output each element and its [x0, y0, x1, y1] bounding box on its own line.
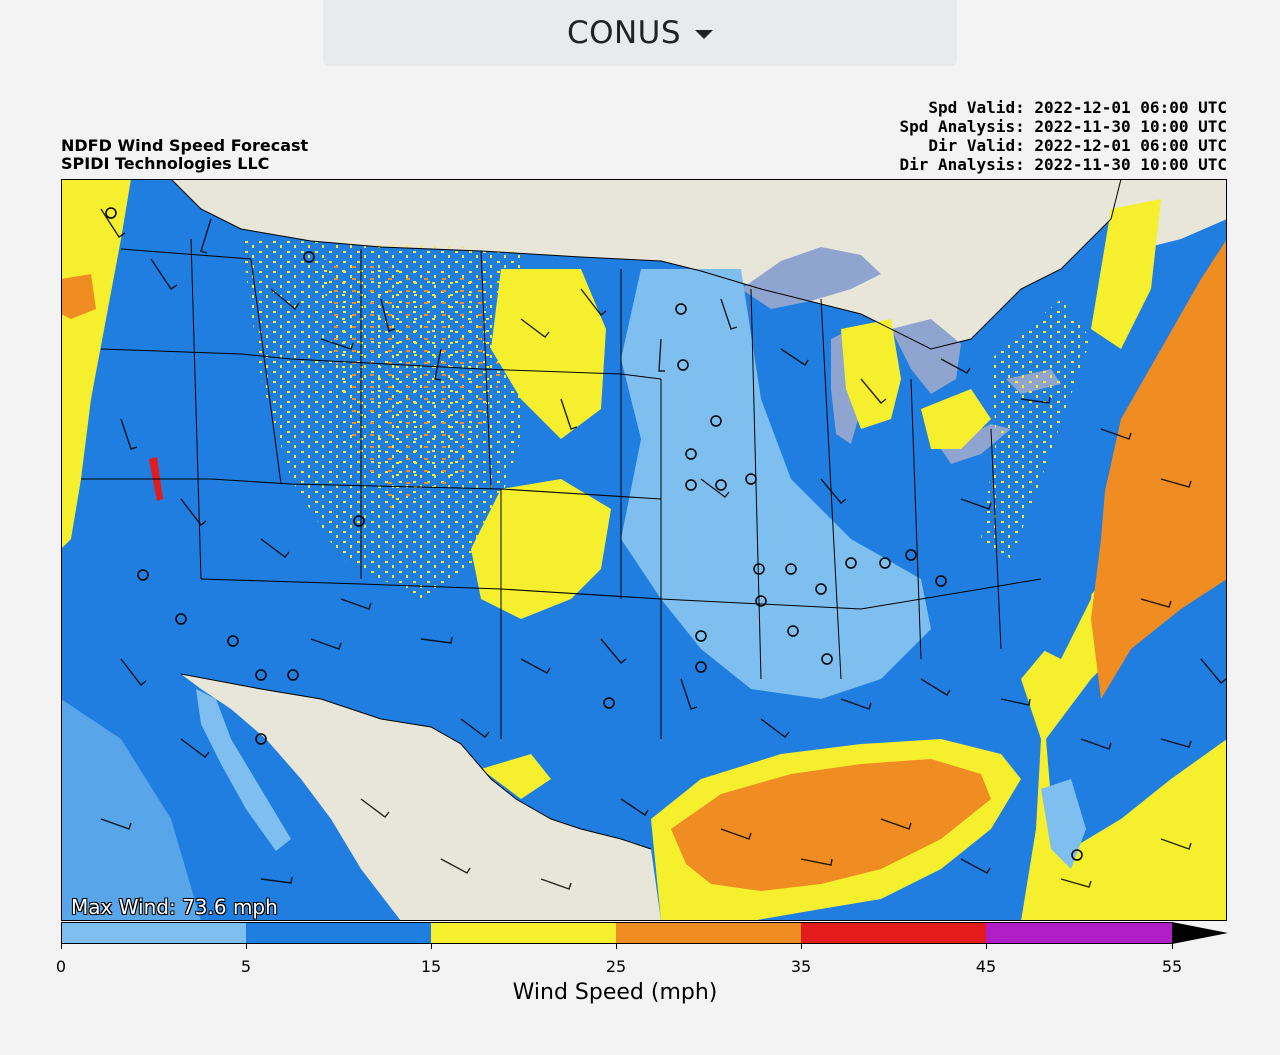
- colorbar-tick-label: 55: [1161, 957, 1183, 976]
- colorbar-bin-5-15: [246, 922, 431, 944]
- colorbar-extend-arrow: [1172, 922, 1228, 944]
- rockies-orange: [321, 259, 501, 509]
- colorbar-tickmark: [1172, 944, 1173, 949]
- dir-analysis: Dir Analysis: 2022-11-30 10:00 UTC: [899, 155, 1227, 174]
- colorbar-tickmark: [246, 944, 247, 949]
- region-dropdown[interactable]: CONUS: [323, 0, 957, 66]
- appalachian-speckle: [981, 299, 1091, 559]
- dakota-yellow: [491, 269, 606, 439]
- spd-analysis: Spd Analysis: 2022-11-30 10:00 UTC: [899, 117, 1227, 136]
- florida-calm: [1041, 779, 1086, 869]
- colorbar-tickmark: [986, 944, 987, 949]
- lake-superior: [741, 247, 881, 309]
- pacific-band: [61, 699, 201, 921]
- spd-valid: Spd Valid: 2022-12-01 06:00 UTC: [928, 98, 1227, 117]
- political-borders: [81, 179, 1122, 850]
- colorbar-tickmark: [61, 944, 62, 949]
- gulf-of-california: [206, 694, 316, 839]
- texas-yellow: [481, 754, 551, 799]
- colorbar-tickmark: [431, 944, 432, 949]
- colorbar-bin-45-55: [986, 922, 1172, 944]
- mexico-landmass: [181, 674, 661, 921]
- colorbar-tickmark: [616, 944, 617, 949]
- colorbar-tick-label: 35: [790, 957, 812, 976]
- michigan-yellow: [841, 319, 901, 429]
- map-header-left: NDFD Wind Speed Forecast SPIDI Technolog…: [61, 137, 308, 173]
- lake-erie: [941, 424, 1011, 464]
- colorbar-tick-label: 25: [605, 957, 627, 976]
- dir-valid: Dir Valid: 2022-12-01 06:00 UTC: [928, 136, 1227, 155]
- wind-map-canvas: [61, 179, 1227, 921]
- colorbar-tickmark: [801, 944, 802, 949]
- colorbar-tick-label: 15: [420, 957, 442, 976]
- canada-landmass: [171, 179, 1121, 349]
- north-pacific-orange: [61, 274, 96, 319]
- colorbar-bin-25-35: [616, 922, 801, 944]
- northeast-coast-blue: [1041, 269, 1191, 659]
- colorbar-bin-35-45: [801, 922, 986, 944]
- map-title: NDFD Wind Speed Forecast: [61, 136, 309, 155]
- colorbar-title: Wind Speed (mph): [512, 980, 718, 1005]
- new-england-yellow: [1091, 199, 1161, 349]
- colorbar-tick-label: 0: [55, 957, 67, 976]
- baja-california: [196, 689, 291, 851]
- ohio-yellow: [921, 389, 991, 449]
- calm-markers: [105, 207, 1083, 861]
- atlantic-blue: [1046, 569, 1227, 849]
- colorbar-tick-label: 5: [240, 957, 252, 976]
- map-frame: [61, 179, 1227, 921]
- colorbar-bin-0-5: [61, 922, 246, 944]
- wind-map: Max Wind: 73.6 mph: [61, 179, 1227, 921]
- max-wind-label: Max Wind: 73.6 mph: [71, 895, 278, 919]
- gulf-orange: [671, 759, 991, 891]
- region-label: CONUS: [566, 15, 682, 51]
- validity-info: Spd Valid: 2022-12-01 06:00 UTC Spd Anal…: [899, 98, 1227, 174]
- colorbar-bin-15-25: [431, 922, 616, 944]
- west-coast-yellow: [61, 179, 131, 549]
- plains-yellow: [471, 479, 611, 619]
- atlantic-orange: [1091, 239, 1227, 699]
- central-calm: [621, 269, 931, 699]
- wind-barbs: [100, 208, 1227, 890]
- colorbar-tick-label: 45: [975, 957, 997, 976]
- caret-down-icon: [695, 29, 714, 39]
- map-credit: SPIDI Technologies LLC: [61, 154, 270, 173]
